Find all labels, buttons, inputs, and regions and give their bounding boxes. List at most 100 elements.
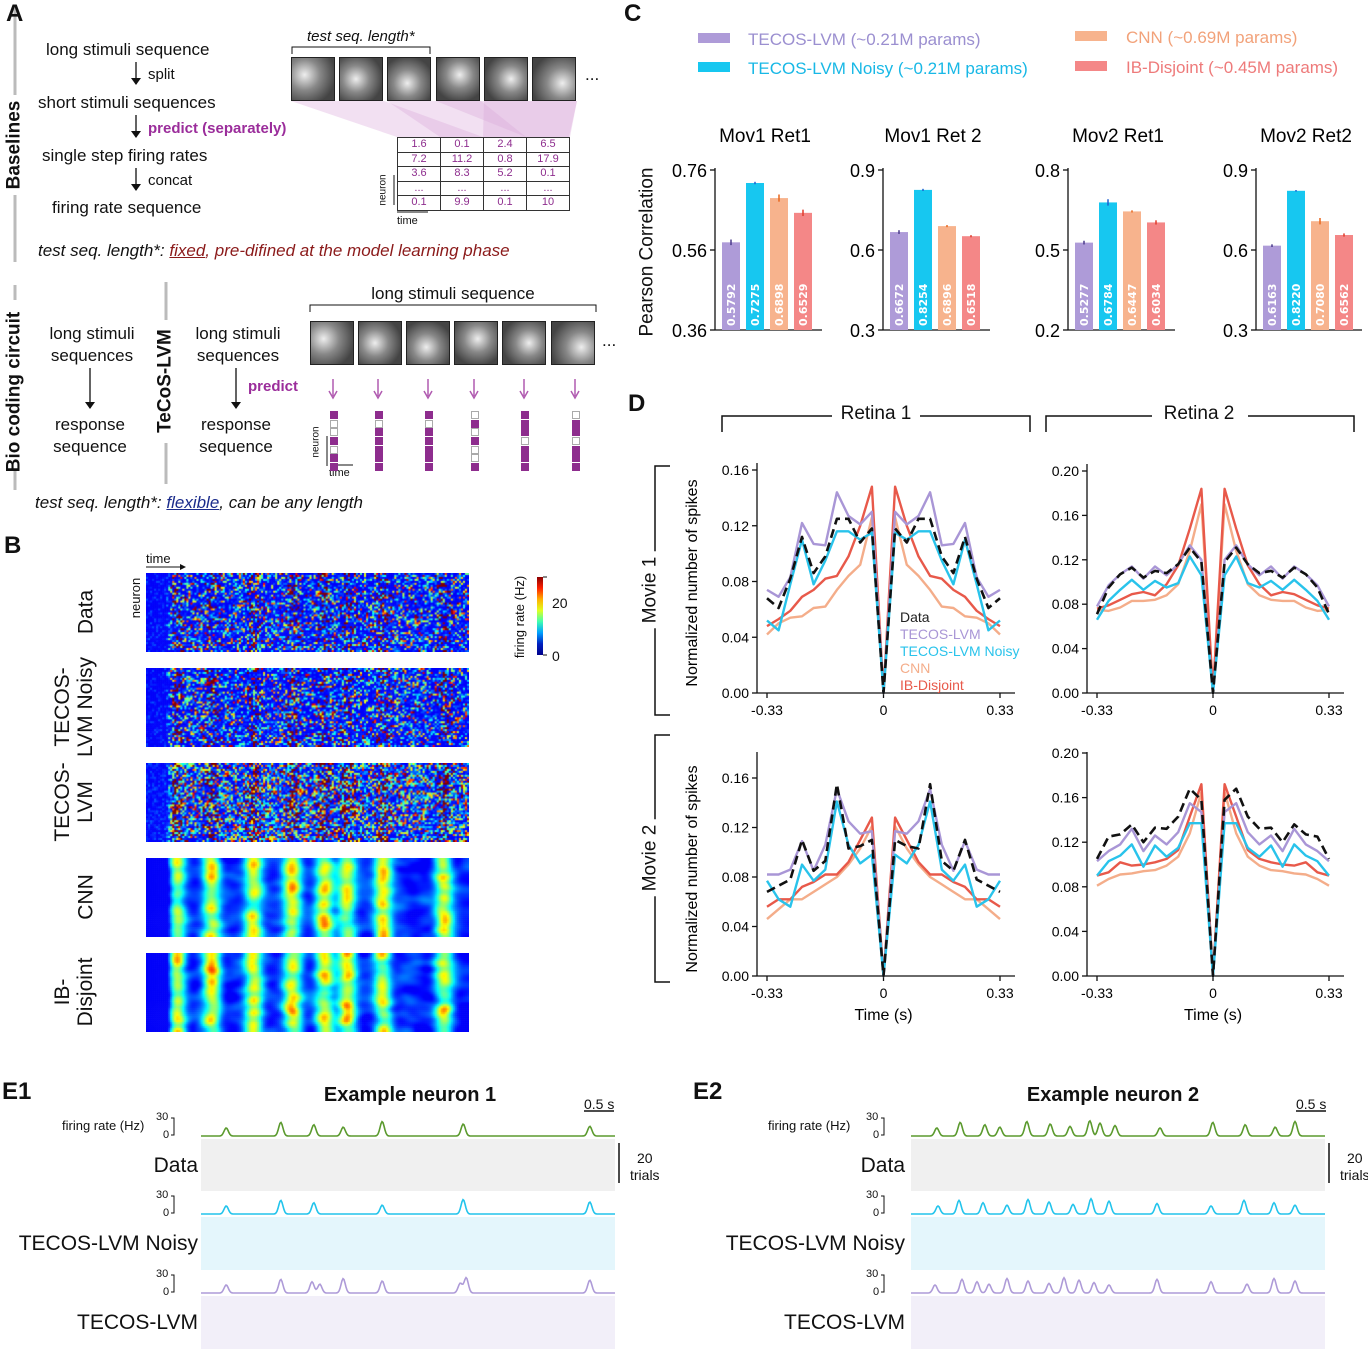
- rate-scale-bracket: [881, 1117, 885, 1136]
- bar: [1311, 221, 1329, 330]
- colorbar-label: firing rate (Hz): [511, 575, 527, 659]
- arrow-head-icon: [85, 402, 95, 409]
- legend-tecos-noisy: TECOS-LVM Noisy (~0.21M params): [748, 59, 1028, 78]
- y-tick-label: 0.08: [722, 574, 749, 590]
- raster-background: [201, 1296, 615, 1349]
- y-tick-label: 0.16: [1052, 790, 1079, 806]
- rate-scale-bracket: [171, 1117, 175, 1136]
- bar: [938, 226, 956, 330]
- rate-tick-min: 0: [163, 1286, 170, 1298]
- ellipsis: ...: [585, 65, 600, 84]
- y-tick-label: 0.6: [850, 241, 875, 261]
- y-tick-label: 0.12: [1052, 834, 1079, 850]
- heatmap-label-ib: IB- Disjoint: [50, 957, 97, 1027]
- response-cell: [521, 463, 529, 472]
- example-title: Example neuron 2: [1026, 1084, 1200, 1106]
- note-keyword-flexible: flexible: [166, 493, 220, 512]
- response-cell: [375, 445, 383, 454]
- arrow-head-icon: [180, 564, 186, 570]
- y-tick-label: 0.16: [722, 462, 749, 478]
- response-column: [521, 411, 529, 472]
- test-seq-bracket: [291, 46, 431, 54]
- response-cell: [572, 437, 580, 446]
- bar-value-label: 0.7275: [749, 284, 762, 326]
- table-cell: 3.6: [397, 166, 441, 182]
- response-cell: [471, 454, 479, 463]
- row-header-movie-1: Movie 1: [640, 551, 662, 629]
- response-cell: [572, 445, 580, 454]
- table-cell: 10: [526, 195, 570, 211]
- response-cell: [375, 463, 383, 472]
- bio-output: response sequence: [53, 415, 127, 457]
- projection-shading: [483, 101, 577, 137]
- y-tick-label: 0.9: [1223, 161, 1248, 181]
- arrow-head-icon: [570, 390, 580, 400]
- raster-row-label: Data: [153, 1154, 198, 1177]
- raster-background: [911, 1296, 1325, 1349]
- heatmap-tecos-noisy: [146, 668, 469, 747]
- arrow-head-icon: [131, 131, 141, 138]
- bar-value-label: 0.8220: [1290, 283, 1303, 326]
- x-tick-label: 0.33: [1315, 985, 1342, 1001]
- y-tick-label: 0.36: [672, 321, 707, 341]
- stimulus-frame: [358, 321, 402, 365]
- y-tick-label: 0.04: [722, 629, 749, 645]
- y-tick-label: 0.08: [1052, 596, 1079, 612]
- series-line-data: [766, 782, 1001, 978]
- flow-step-4: firing rate sequence: [52, 198, 202, 217]
- response-cell: [521, 428, 529, 437]
- response-cell: [425, 463, 433, 472]
- response-cell: [425, 454, 433, 463]
- bar: [722, 242, 740, 330]
- response-cell: [521, 445, 529, 454]
- line-legend: Data TECOS-LVM TECOS-LVM Noisy CNN IB-Di…: [900, 609, 1020, 694]
- rate-tick-max: 30: [156, 1111, 169, 1123]
- y-tick-label: 0.8: [1035, 161, 1060, 181]
- y-tick-label: 0.56: [672, 241, 707, 261]
- bar-value-label: 0.5277: [1078, 284, 1091, 326]
- table-cell: 0.1: [397, 195, 441, 211]
- raster-row-label: TECOS-LVM: [77, 1311, 198, 1334]
- tecos-output: response sequence: [199, 415, 273, 457]
- table-cell: 7.2: [397, 151, 441, 167]
- raster-background: [911, 1139, 1325, 1191]
- table-row: 0.1 9.9 0.1 10: [397, 195, 570, 211]
- line-legend-cnn: CNN: [900, 660, 931, 676]
- arrow-head-icon: [131, 184, 141, 191]
- response-cell: [375, 437, 383, 446]
- arrow-head-icon: [131, 78, 141, 85]
- table-cell: ...: [526, 180, 570, 196]
- heatmap-cnn: [146, 858, 469, 937]
- rate-axis-label: firing rate (Hz): [768, 1118, 851, 1133]
- y-tick-label: 0.04: [722, 919, 749, 935]
- resp-y-label: neuron: [310, 426, 322, 458]
- x-tick-label: -0.33: [751, 985, 783, 1001]
- raster-background: [911, 1217, 1325, 1270]
- x-tick-label: 0.33: [986, 702, 1013, 718]
- panel-label-c: C: [624, 0, 642, 27]
- series-line-ib-disjoint: [1096, 487, 1330, 695]
- heatmap-label-tecos-noisy: TECOS- LVM Noisy: [50, 657, 97, 757]
- trials-label: 20 trials: [1340, 1150, 1368, 1183]
- series-line-ib-disjoint: [1096, 783, 1330, 978]
- colorbar-tick-max: 20: [552, 595, 568, 611]
- response-cell: [425, 419, 433, 428]
- y-tick-label: 0.9: [850, 161, 875, 181]
- response-cell: [572, 463, 580, 472]
- raster-row-label: TECOS-LVM Noisy: [18, 1232, 198, 1255]
- stimulus-frame: [551, 321, 595, 365]
- bar-value-label: 0.6896: [941, 283, 954, 326]
- table-row: 7.2 11.2 0.8 17.9: [397, 151, 570, 167]
- stimulus-frame: [532, 57, 576, 101]
- table-cell: 9.9: [440, 195, 484, 211]
- firing-rate-table: 1.6 0.1 2.4 6.5 7.2 11.2 0.8 17.9 3.6 8.3 5.2 0.1..…: [397, 137, 570, 211]
- response-cell: [521, 437, 529, 446]
- table-cell: 5.2: [483, 166, 527, 182]
- stimulus-frame: [291, 57, 335, 101]
- rate-scale-bracket: [881, 1195, 885, 1214]
- response-cell: [425, 411, 433, 419]
- firing-rate-trace: [911, 1119, 1325, 1137]
- response-cell: [375, 419, 383, 428]
- response-cell: [330, 445, 338, 454]
